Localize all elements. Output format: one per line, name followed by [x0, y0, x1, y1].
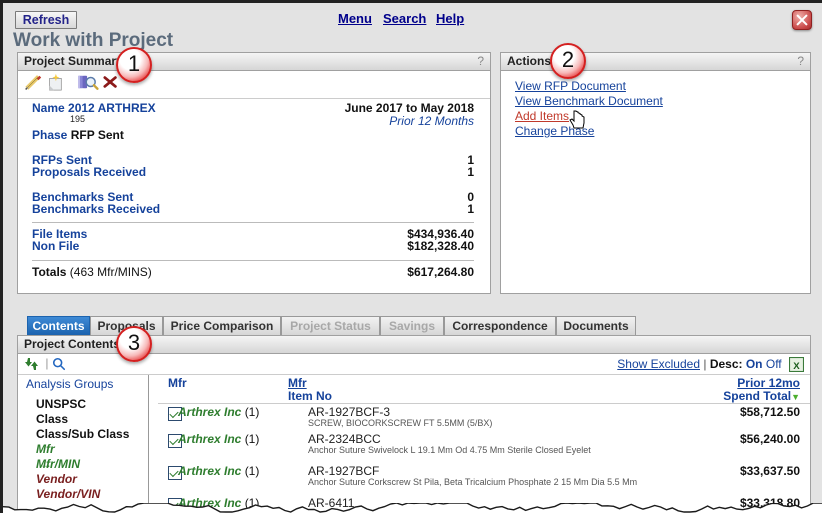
svg-text:X: X: [793, 361, 800, 372]
